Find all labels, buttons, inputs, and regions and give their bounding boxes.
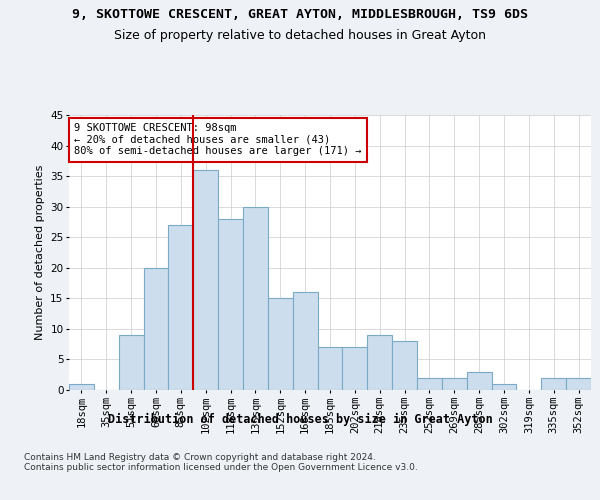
Bar bbox=[317, 347, 343, 390]
Text: Distribution of detached houses by size in Great Ayton: Distribution of detached houses by size … bbox=[107, 412, 493, 426]
Bar bbox=[169, 225, 193, 390]
Bar bbox=[392, 341, 417, 390]
Bar bbox=[69, 384, 94, 390]
Bar bbox=[417, 378, 442, 390]
Text: Size of property relative to detached houses in Great Ayton: Size of property relative to detached ho… bbox=[114, 29, 486, 42]
Bar bbox=[143, 268, 169, 390]
Bar bbox=[467, 372, 491, 390]
Text: Contains HM Land Registry data © Crown copyright and database right 2024.
Contai: Contains HM Land Registry data © Crown c… bbox=[24, 452, 418, 472]
Text: 9 SKOTTOWE CRESCENT: 98sqm
← 20% of detached houses are smaller (43)
80% of semi: 9 SKOTTOWE CRESCENT: 98sqm ← 20% of deta… bbox=[74, 123, 362, 156]
Bar bbox=[442, 378, 467, 390]
Bar bbox=[193, 170, 218, 390]
Text: 9, SKOTTOWE CRESCENT, GREAT AYTON, MIDDLESBROUGH, TS9 6DS: 9, SKOTTOWE CRESCENT, GREAT AYTON, MIDDL… bbox=[72, 8, 528, 20]
Bar bbox=[119, 335, 143, 390]
Bar bbox=[367, 335, 392, 390]
Bar bbox=[293, 292, 317, 390]
Bar bbox=[566, 378, 591, 390]
Bar bbox=[491, 384, 517, 390]
Bar bbox=[268, 298, 293, 390]
Y-axis label: Number of detached properties: Number of detached properties bbox=[35, 165, 44, 340]
Bar bbox=[218, 219, 243, 390]
Bar bbox=[541, 378, 566, 390]
Bar bbox=[243, 206, 268, 390]
Bar bbox=[343, 347, 367, 390]
